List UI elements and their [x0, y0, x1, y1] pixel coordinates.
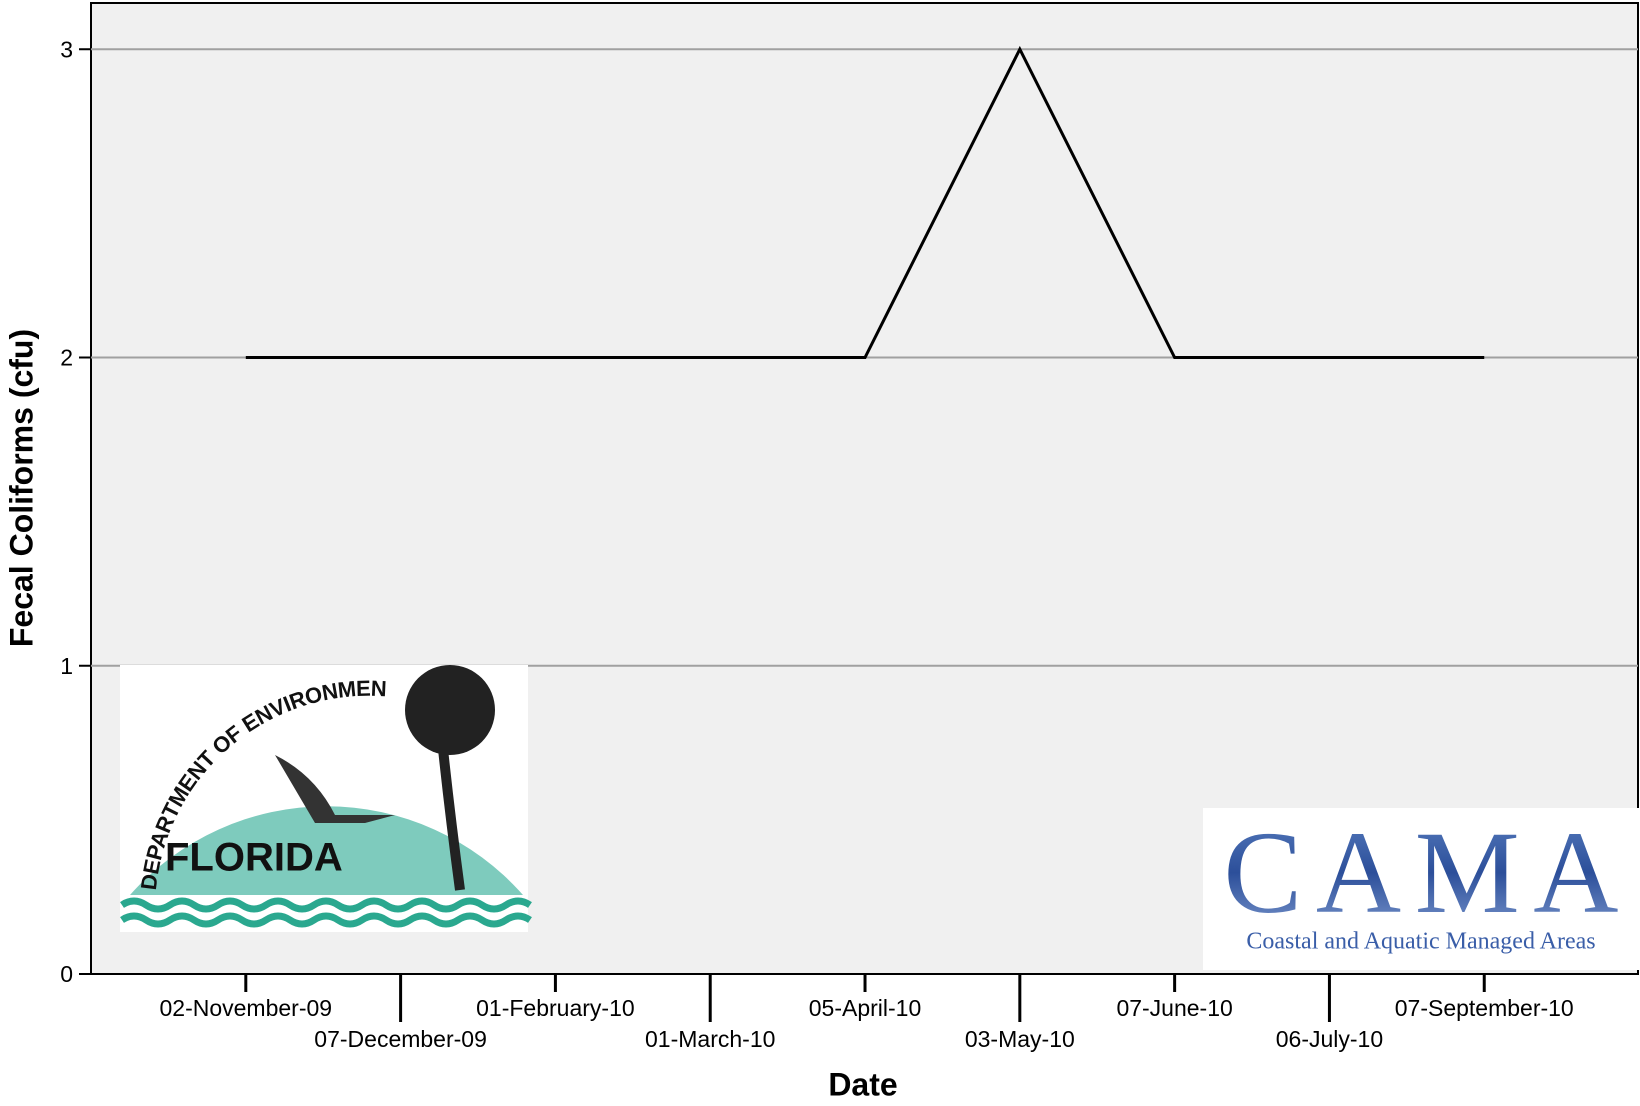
y-tick-label: 2 [60, 345, 73, 371]
x-tick-label: 06-July-10 [1276, 1026, 1383, 1052]
logo-palm-crown [405, 665, 495, 755]
x-axis-title: Date [828, 1066, 897, 1102]
y-axis-title: Fecal Coliforms (cfu) [3, 329, 39, 647]
y-tick-label: 3 [60, 36, 73, 62]
data-line [245, 45, 1485, 359]
logo-cama: CAMA [1224, 807, 1619, 938]
x-tick-label: 01-February-10 [476, 995, 635, 1021]
y-tick-label: 0 [60, 961, 73, 987]
x-tick-label: 07-June-10 [1116, 995, 1232, 1021]
logo-cama-full: Coastal and Aquatic Managed Areas [1246, 929, 1595, 955]
logo-heron [275, 755, 395, 823]
x-tick-label: 01-March-10 [645, 1026, 775, 1052]
logo-florida: FLORIDA [165, 836, 343, 880]
logo-sun [130, 806, 523, 895]
x-tick-label: 07-September-10 [1395, 995, 1574, 1021]
x-tick-label: 02-November-09 [160, 995, 333, 1021]
x-tick-label: 05-April-10 [809, 995, 922, 1021]
logo-waves [120, 897, 532, 928]
y-tick-label: 1 [60, 653, 73, 679]
cama-logo: CAMA Coastal and Aquatic Managed Areas [1203, 807, 1640, 970]
x-tick-label: 03-May-10 [965, 1026, 1075, 1052]
x-tick-label: 07-December-09 [314, 1026, 487, 1052]
logo-bg [1203, 808, 1640, 970]
